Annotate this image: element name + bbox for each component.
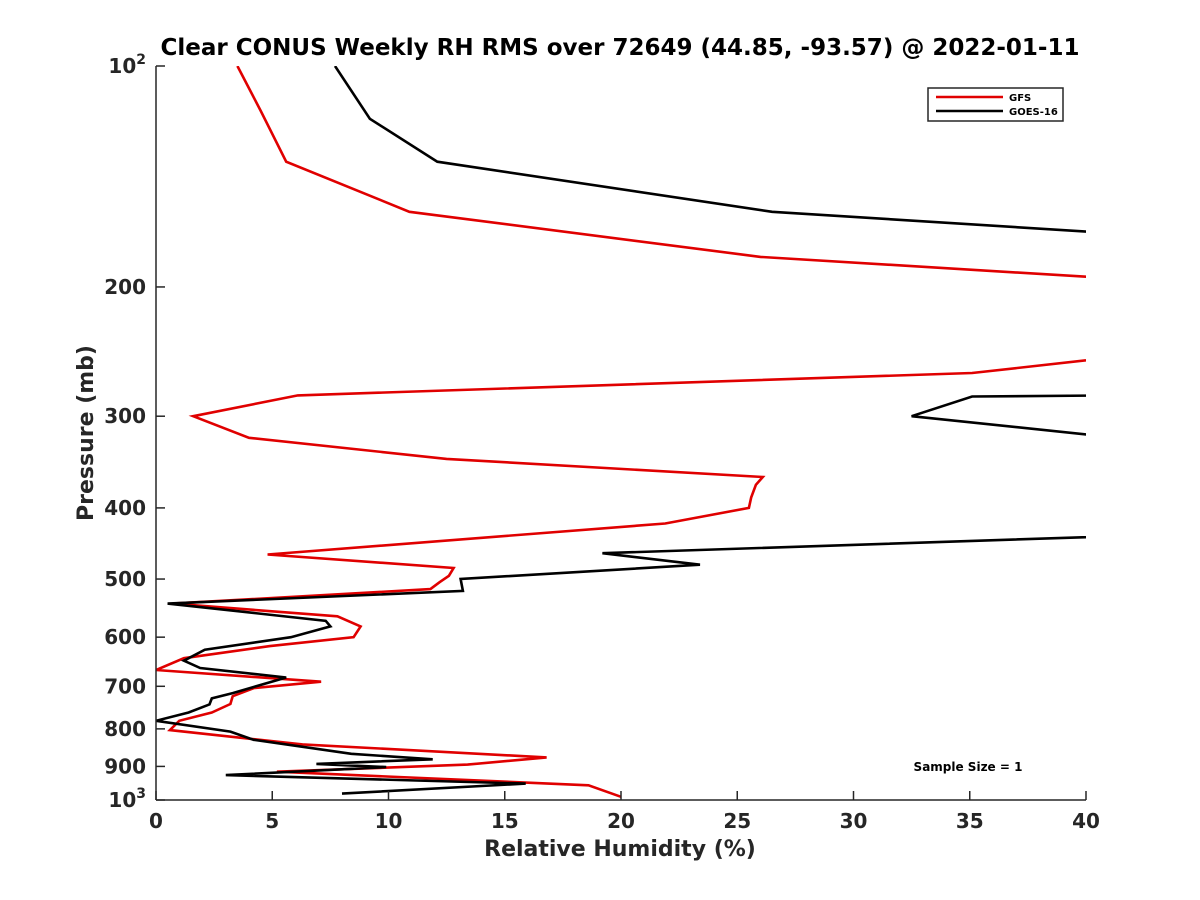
- x-tick-label: 30: [840, 809, 868, 833]
- x-tick-label: 25: [723, 809, 751, 833]
- sample-size-annotation: Sample Size = 1: [914, 760, 1023, 774]
- y-tick-label: 900: [104, 754, 146, 778]
- y-tick-label: 200: [104, 275, 146, 299]
- legend-label-gfs: GFS: [1009, 93, 1031, 104]
- y-tick-label: 400: [104, 496, 146, 520]
- series-line-goes16: [156, 66, 1086, 795]
- y-tick-label: 300: [104, 404, 146, 428]
- x-tick-label: 20: [607, 809, 635, 833]
- series-layer: [156, 66, 1086, 799]
- x-tick-label: 15: [491, 809, 519, 833]
- chart-title: Clear CONUS Weekly RH RMS over 72649 (44…: [161, 35, 1080, 61]
- ticks-layer: 0 5 10 15 20 25 30 35 40 102 200 300 400 500 600 700 800…: [104, 52, 1100, 833]
- legend-box: [927, 87, 1064, 122]
- y-tick-label: 700: [104, 674, 146, 698]
- x-axis-label: Relative Humidity (%): [484, 837, 756, 862]
- series-line-gfs: [156, 66, 1086, 799]
- y-tick-label: 800: [104, 717, 146, 741]
- legend-label-goes16: GOES-16: [1009, 107, 1058, 118]
- y-tick-label: 102: [108, 52, 146, 78]
- x-tick-label: 5: [265, 809, 279, 833]
- legend: GFS GOES-16: [927, 87, 1064, 122]
- x-tick-label: 10: [375, 809, 403, 833]
- y-tick-label: 600: [104, 625, 146, 649]
- y-axis-label: Pressure (mb): [74, 345, 99, 521]
- x-tick-label: 40: [1072, 809, 1100, 833]
- x-tick-label: 35: [956, 809, 984, 833]
- x-tick-label: 0: [149, 809, 163, 833]
- y-tick-label: 500: [104, 567, 146, 591]
- y-tick-label: 103: [108, 786, 146, 812]
